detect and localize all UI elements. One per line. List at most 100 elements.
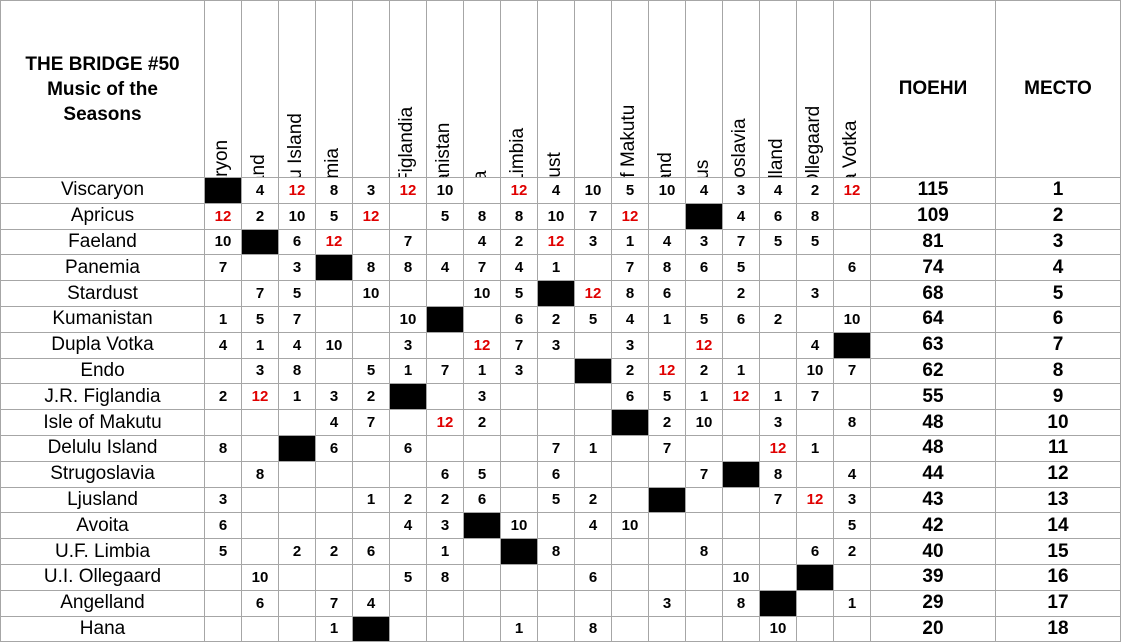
final-place: 14 — [995, 512, 1121, 540]
score-cell: 3 — [389, 331, 427, 359]
voter-header: Viscaryon — [204, 0, 242, 178]
score-cell: 7 — [759, 486, 797, 514]
score-cell: 12 — [611, 202, 649, 230]
score-cell — [426, 383, 464, 411]
score-cell: 7 — [389, 228, 427, 256]
score-cell — [426, 228, 464, 256]
voter-header: Avoita — [463, 0, 501, 178]
score-cell — [463, 563, 501, 591]
country-name: U.I. Ollegaard — [0, 563, 205, 591]
score-cell — [685, 434, 723, 462]
score-cell — [389, 538, 427, 565]
score-cell: 12 — [389, 177, 427, 204]
score-cell — [722, 615, 760, 642]
score-cell: 8 — [204, 434, 242, 462]
score-cell — [574, 331, 612, 359]
score-cell — [278, 409, 316, 436]
score-cell: 2 — [500, 228, 538, 256]
country-name: Stardust — [0, 280, 205, 307]
score-cell: 12 — [463, 331, 501, 359]
score-cell: 7 — [537, 434, 575, 462]
score-cell — [500, 486, 538, 514]
final-place: 15 — [995, 538, 1121, 565]
score-cell — [833, 202, 871, 230]
score-cell — [352, 305, 390, 333]
country-name: U.F. Limbia — [0, 538, 205, 565]
score-cell: 5 — [315, 202, 353, 230]
score-cell — [796, 460, 834, 488]
score-cell: 10 — [722, 563, 760, 591]
score-cell: 8 — [537, 538, 575, 565]
score-cell — [204, 563, 242, 591]
score-cell: 3 — [833, 486, 871, 514]
score-cell: 3 — [537, 331, 575, 359]
self-vote-cell — [352, 615, 390, 642]
score-cell — [315, 280, 353, 307]
score-cell: 4 — [685, 177, 723, 204]
score-cell — [204, 280, 242, 307]
country-name: Kumanistan — [0, 305, 205, 333]
score-cell: 8 — [352, 254, 390, 282]
country-name: Strugoslavia — [0, 460, 205, 488]
score-cell: 12 — [204, 202, 242, 230]
score-cell — [833, 434, 871, 462]
score-cell: 5 — [389, 563, 427, 591]
score-cell — [537, 589, 575, 617]
table-row: J.R. Figlandia 2 12 1 3 2 3 6 5 1 12 1 7 55 9 — [0, 383, 1121, 411]
voter-header: Dupla Votka — [833, 0, 871, 178]
voter-name: Angelland — [766, 83, 788, 176]
score-cell — [833, 228, 871, 256]
score-cell — [833, 563, 871, 591]
title-line-2: Music of the — [47, 78, 158, 100]
voter-name: J.R. Figlandia — [396, 106, 417, 178]
final-place: 18 — [995, 615, 1121, 642]
score-cell — [648, 460, 686, 488]
score-cell: 10 — [204, 228, 242, 256]
score-cell: 2 — [537, 305, 575, 333]
total-points: 43 — [870, 486, 996, 514]
score-cell — [500, 460, 538, 488]
place-header: МЕСТО — [995, 0, 1121, 178]
country-name: Endo — [0, 357, 205, 385]
voter-header: Kumanistan — [426, 0, 464, 178]
score-cell — [648, 331, 686, 359]
score-cell: 5 — [463, 460, 501, 488]
table-row: Endo 3 8 5 1 7 1 3 2 12 2 1 10 7 62 8 — [0, 357, 1121, 385]
score-cell: 8 — [278, 357, 316, 385]
score-cell: 10 — [315, 331, 353, 359]
score-cell: 12 — [537, 228, 575, 256]
score-cell — [685, 589, 723, 617]
score-cell — [278, 589, 316, 617]
voter-name: Endo — [581, 83, 603, 177]
score-cell — [426, 589, 464, 617]
score-cell — [537, 409, 575, 436]
score-cell: 8 — [833, 409, 871, 436]
score-cell: 1 — [648, 305, 686, 333]
score-cell: 7 — [278, 305, 316, 333]
voter-name: Ljusland — [655, 83, 677, 176]
score-cell: 4 — [500, 254, 538, 282]
score-cell — [759, 512, 797, 540]
self-vote-cell — [315, 254, 353, 282]
total-points: 48 — [870, 409, 996, 436]
voter-header: Panemia — [315, 0, 353, 178]
score-cell — [611, 615, 649, 642]
score-cell — [648, 512, 686, 540]
score-cell: 5 — [278, 280, 316, 307]
score-cell — [500, 409, 538, 436]
self-vote-cell — [796, 563, 834, 591]
score-cell: 1 — [722, 357, 760, 385]
score-cell: 4 — [722, 202, 760, 230]
score-cell: 4 — [833, 460, 871, 488]
score-cell — [463, 538, 501, 565]
score-cell: 7 — [315, 589, 353, 617]
score-cell: 12 — [315, 228, 353, 256]
score-cell — [648, 563, 686, 591]
score-cell: 3 — [352, 177, 390, 204]
score-cell — [648, 202, 686, 230]
score-cell — [463, 434, 501, 462]
score-cell: 7 — [352, 409, 390, 436]
country-name: Faeland — [0, 228, 205, 256]
table-row: Delulu Island 8 6 6 7 1 7 12 1 48 11 — [0, 434, 1121, 462]
total-points: 68 — [870, 280, 996, 307]
